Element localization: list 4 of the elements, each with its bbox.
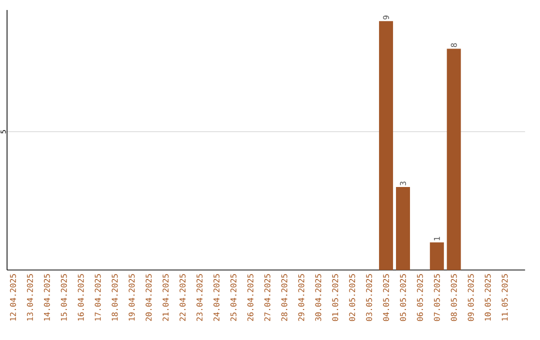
bar xyxy=(446,48,461,270)
bar xyxy=(396,187,410,270)
bar xyxy=(379,21,394,270)
bar xyxy=(430,242,444,270)
